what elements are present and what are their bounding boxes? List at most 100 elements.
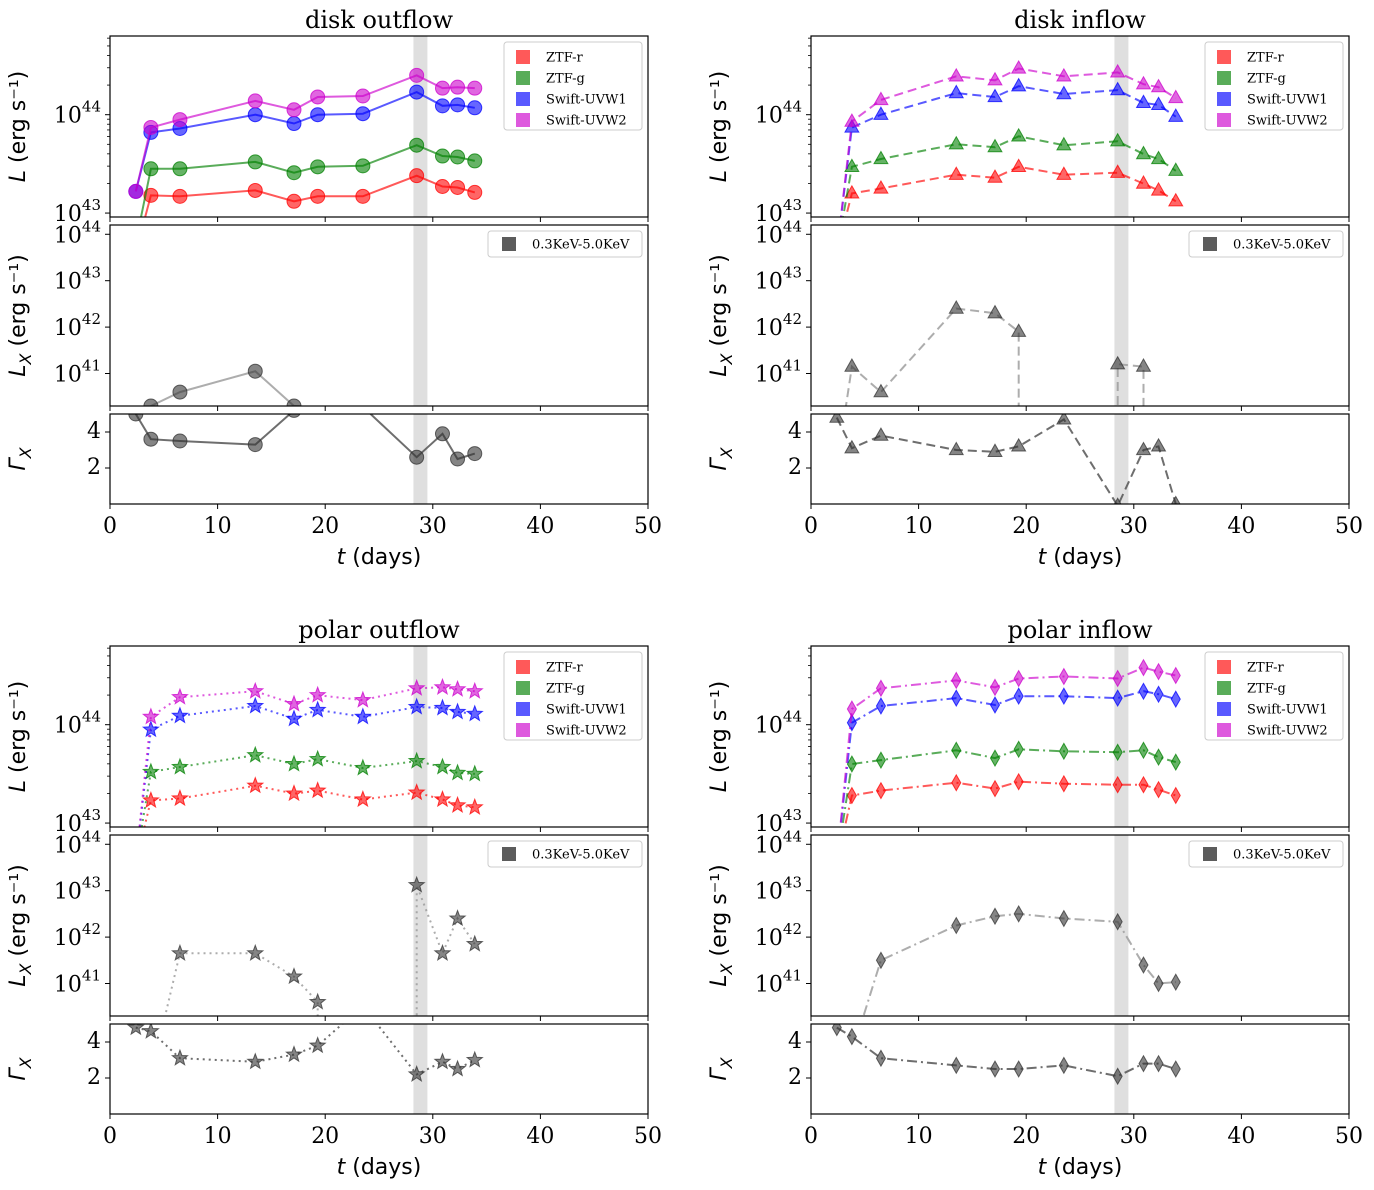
gamma-subplot: 0 10 20 30 40 50 2 4 ΓX t (days) (6, 998, 662, 1180)
data-point-Swift-UVW2 (1013, 669, 1024, 688)
data-point-ZTF-r (875, 781, 887, 800)
data-point-ZTF-g (246, 745, 265, 763)
xray-point (308, 992, 327, 1010)
data-point-Swift-UVW1 (467, 100, 483, 116)
y-axis-label: L (erg s⁻¹) (6, 681, 31, 792)
data-point-ZTF-g (448, 763, 467, 781)
gamma-point (1153, 1054, 1164, 1073)
xray-subplot: 1041 1042 1043 1044 LX (erg s⁻¹) 0.3KeV-5.0Ke… (707, 217, 1350, 411)
data-point-Swift-UVW1 (1150, 96, 1167, 111)
y-axis-label: ΓX (707, 1056, 736, 1080)
data-point-Swift-UVW1 (310, 107, 326, 123)
data-point-ZTF-r (409, 168, 425, 184)
data-point-Swift-UVW2 (832, 855, 841, 871)
shaded-band (413, 1024, 428, 1114)
data-point-Swift-UVW2 (989, 678, 1001, 697)
data-point-ZTF-g (465, 764, 484, 782)
gamma-point (355, 998, 370, 1012)
data-point-ZTF-r (987, 169, 1003, 183)
data-point-Swift-UVW1 (989, 696, 1001, 714)
gamma-point (1170, 1060, 1181, 1078)
data-point-ZTF-r (1138, 775, 1149, 794)
gamma-point (450, 451, 466, 467)
xray-line (844, 307, 1145, 406)
gamma-point (1010, 437, 1027, 452)
data-point-Swift-UVW1 (433, 698, 452, 716)
data-point-ZTF-g (1135, 145, 1152, 160)
xray-point (987, 304, 1003, 319)
legend-swatch (1217, 681, 1231, 695)
xray-point (951, 916, 962, 935)
gamma-point (434, 426, 450, 442)
x-tick-label: 20 (1012, 1124, 1040, 1149)
data-point-ZTF-g (1056, 136, 1072, 151)
x-tick-label: 0 (804, 1124, 818, 1149)
data-point-ZTF-g (170, 757, 189, 775)
data-point-ZTF-r (129, 245, 143, 259)
axes-frame (109, 1023, 649, 1115)
legend-swatch (1217, 113, 1231, 127)
data-point-ZTF-r (1153, 780, 1164, 799)
data-point-Swift-UVW2 (308, 685, 327, 703)
xray-point (465, 934, 484, 952)
xray-line (149, 370, 312, 406)
data-point-ZTF-r (989, 779, 1001, 798)
y-tick-label: 2 (788, 455, 802, 480)
data-point-ZTF-g (355, 158, 371, 174)
gamma-point (873, 427, 889, 441)
legend: ZTF-r ZTF-g Swift-UVW1 Swift-UVW2 (1204, 651, 1344, 741)
data-point-ZTF-r (1013, 772, 1024, 791)
legend-entry: ZTF-r (1247, 661, 1285, 676)
x-tick-label: 10 (905, 1124, 933, 1149)
legend-entry: Swift-UVW1 (546, 703, 627, 718)
data-point-ZTF-r (465, 797, 484, 815)
gamma-point (987, 443, 1003, 457)
data-point-ZTF-r (310, 188, 326, 204)
data-point-ZTF-g (128, 854, 143, 868)
gamma-subplot: 0 10 20 30 40 50 2 4 ΓX t (days) (707, 413, 1363, 570)
gamma-point (844, 439, 860, 454)
gamma-point (1150, 437, 1167, 452)
x-tick-label: 40 (1227, 514, 1255, 539)
data-point-Swift-UVW2 (246, 681, 265, 699)
data-point-Swift-UVW2 (465, 681, 484, 699)
gamma-subplot: 0 10 20 30 40 50 2 4 ΓX t (days) (707, 1023, 1363, 1180)
data-point-Swift-UVW2 (1135, 75, 1152, 90)
data-point-ZTF-g (129, 236, 143, 250)
xray-point (875, 951, 887, 970)
data-point-Swift-UVW2 (310, 89, 326, 105)
data-point-Swift-UVW1 (1058, 687, 1069, 706)
legend-swatch (1203, 237, 1217, 251)
data-point-Swift-UVW2 (844, 113, 860, 127)
data-point-ZTF-r (448, 795, 467, 813)
gamma-point (409, 449, 425, 465)
data-point-ZTF-r (832, 855, 841, 871)
y-tick-label: 4 (788, 419, 802, 444)
xray-point (873, 383, 889, 398)
xray-point (247, 363, 263, 379)
legend-swatch (516, 71, 530, 85)
data-point-ZTF-g (1153, 748, 1164, 767)
data-point-Swift-UVW2 (143, 119, 159, 135)
y-tick-label: 1044 (755, 217, 802, 248)
x-axis-label: t (days) (337, 1155, 422, 1180)
xray-point (1058, 909, 1069, 928)
y-axis-label: LX (erg s⁻¹) (707, 864, 736, 986)
xray-point (1109, 355, 1126, 370)
data-point-Swift-UVW1 (832, 855, 841, 871)
data-point-Swift-UVW1 (1138, 682, 1149, 701)
xray-subplot: 1041 1042 1043 1044 LX (erg s⁻¹) 0.3KeV-5.0Ke… (6, 217, 649, 411)
data-point-ZTF-r (247, 182, 263, 198)
data-point-ZTF-g (407, 751, 426, 769)
gamma-point (846, 1027, 857, 1046)
gamma-point (951, 1056, 962, 1075)
data-point-Swift-UVW2 (170, 687, 189, 705)
panel-title: disk outflow (305, 6, 454, 34)
data-point-ZTF-r (353, 790, 372, 808)
x-tick-label: 20 (311, 1124, 339, 1149)
data-point-Swift-UVW1 (875, 697, 887, 715)
data-point-Swift-UVW1 (407, 697, 426, 715)
